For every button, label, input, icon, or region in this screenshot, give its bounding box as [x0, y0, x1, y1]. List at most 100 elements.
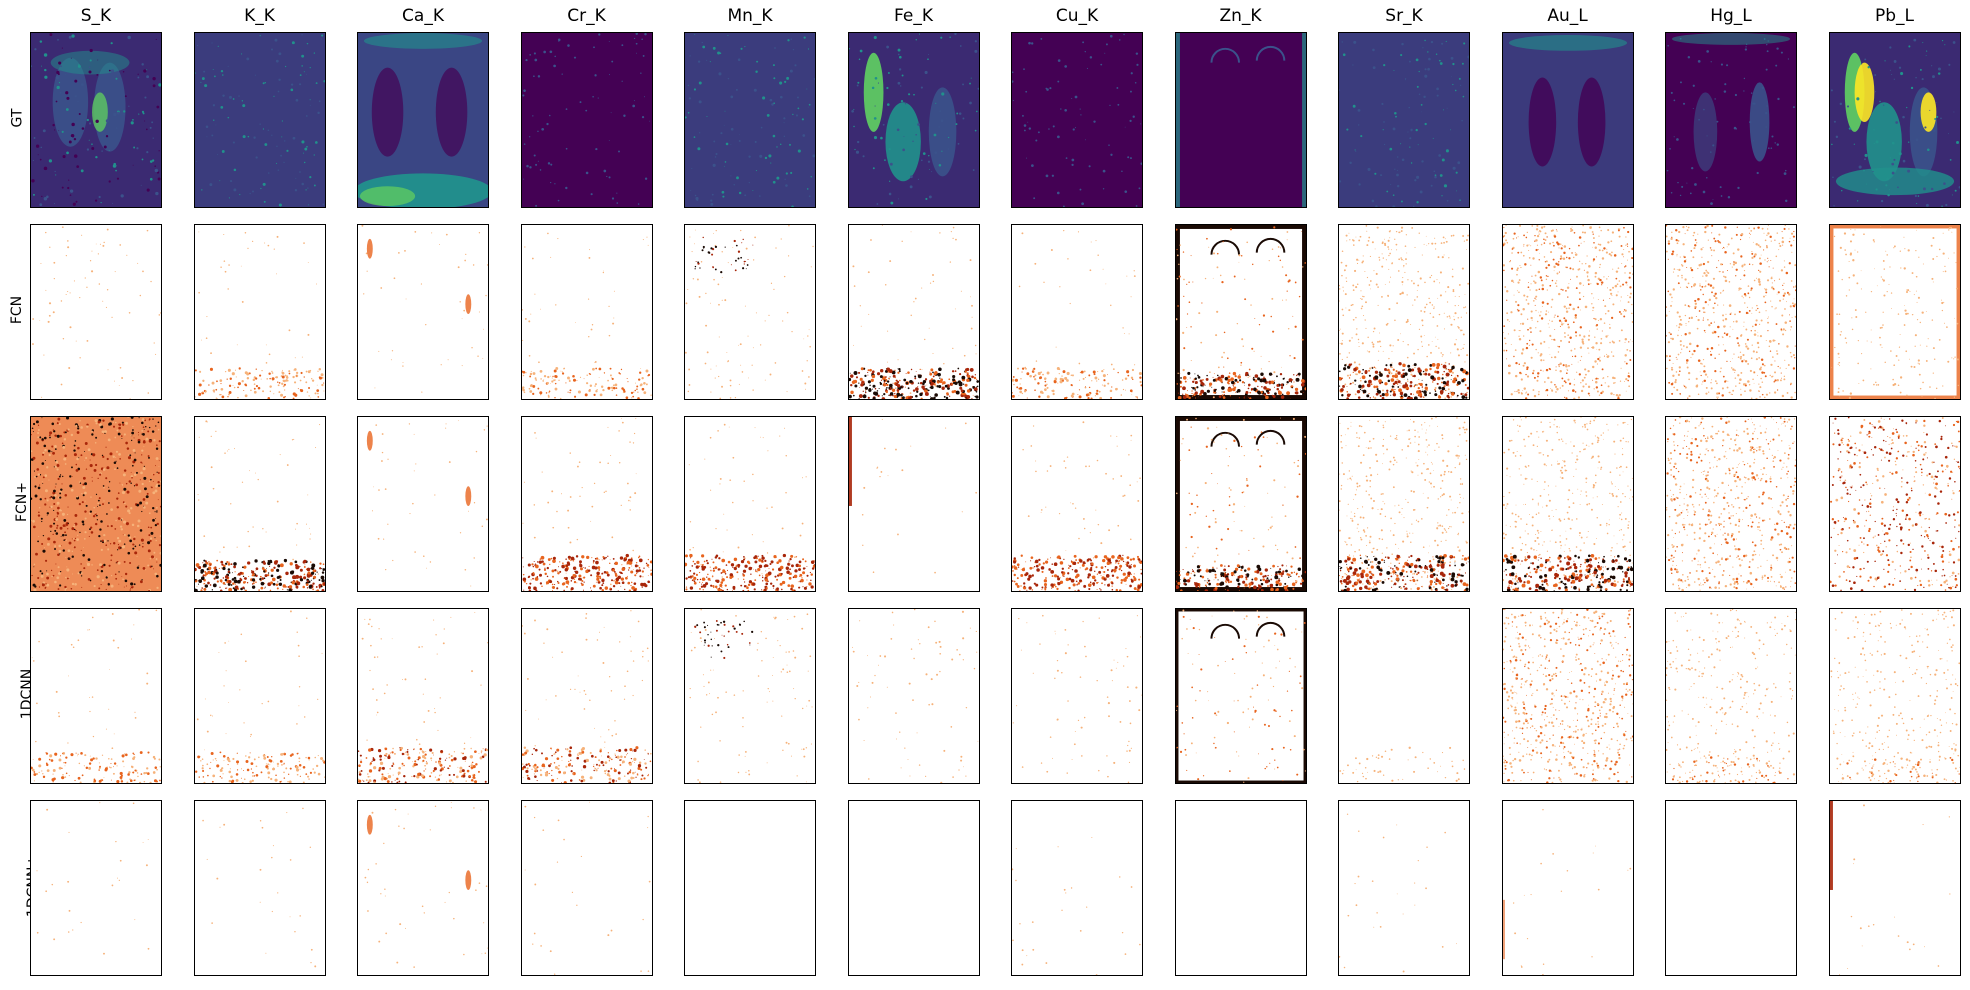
map-panel	[520, 608, 653, 784]
map-image	[1175, 417, 1306, 591]
map-image	[1175, 225, 1306, 399]
map-panel	[357, 608, 489, 784]
map-image	[1502, 417, 1633, 591]
map-image	[685, 225, 814, 399]
map-image	[32, 226, 161, 399]
column-title: Sr_K	[1385, 6, 1423, 26]
map-panel	[1501, 416, 1634, 592]
map-image	[358, 33, 488, 207]
map-panel	[30, 224, 162, 400]
map-panel	[30, 416, 162, 592]
map-image	[194, 231, 324, 399]
map-panel	[520, 32, 653, 208]
map-panel	[1665, 32, 1797, 208]
map-panel	[684, 416, 816, 592]
map-image	[848, 33, 979, 207]
map-image	[1666, 801, 1796, 975]
map-image	[1012, 836, 1141, 975]
row-label: 1DCNN	[2, 669, 35, 719]
map-image	[685, 801, 815, 975]
map-panel	[847, 608, 980, 784]
map-panel	[1665, 800, 1797, 976]
column-title: Cr_K	[567, 6, 606, 26]
map-panel	[30, 800, 162, 976]
map-panel	[520, 416, 653, 592]
map-image	[36, 802, 150, 955]
map-image	[521, 232, 652, 399]
map-panel	[357, 32, 489, 208]
map-image	[1502, 33, 1633, 207]
map-image	[1339, 225, 1469, 399]
map-image	[1502, 609, 1633, 783]
map-panel	[1174, 800, 1307, 976]
map-image	[1666, 33, 1796, 207]
column-title: Hg_L	[1710, 6, 1752, 26]
map-panel	[1011, 800, 1143, 976]
map-panel	[1828, 800, 1961, 976]
map-panel	[684, 32, 816, 208]
map-image	[366, 420, 488, 587]
map-panel	[30, 608, 162, 784]
map-panel	[1338, 224, 1470, 400]
map-image	[1175, 33, 1306, 207]
row-label: FCN+	[2, 482, 32, 522]
map-panel	[30, 32, 162, 208]
map-image	[1829, 33, 1960, 207]
map-image	[201, 807, 316, 968]
map-image	[523, 801, 651, 975]
map-panel	[193, 800, 326, 976]
map-image	[521, 610, 652, 783]
map-panel	[193, 416, 326, 592]
map-panel	[1828, 416, 1961, 592]
row-label-text: FCN+	[14, 481, 31, 523]
map-image	[1666, 225, 1796, 399]
row-label: 1DCNN+	[2, 855, 41, 917]
map-panel	[684, 224, 816, 400]
map-panel	[1501, 224, 1634, 400]
map-panel	[357, 800, 489, 976]
map-panel	[1011, 224, 1143, 400]
map-panel	[357, 416, 489, 592]
map-image	[31, 609, 161, 783]
map-panel	[193, 608, 326, 784]
map-panel	[1665, 224, 1797, 400]
map-panel	[847, 224, 980, 400]
map-image	[361, 225, 488, 393]
map-image	[1829, 225, 1960, 399]
map-image	[1012, 33, 1142, 207]
column-title: Ca_K	[402, 6, 444, 26]
column-title: Au_L	[1547, 6, 1588, 26]
map-panel	[1174, 608, 1307, 784]
map-panel	[193, 32, 326, 208]
map-image	[1012, 421, 1142, 591]
map-image	[1012, 229, 1142, 399]
map-image	[31, 33, 161, 207]
column-title: Zn_K	[1219, 6, 1262, 26]
map-panel	[1338, 608, 1470, 784]
row-label-text: GT	[9, 108, 25, 128]
column-title: Mn_K	[727, 6, 773, 26]
map-image	[685, 423, 815, 591]
map-panel	[684, 800, 816, 976]
map-panel	[1338, 32, 1470, 208]
map-image	[194, 33, 325, 207]
map-panel	[847, 32, 980, 208]
map-image	[194, 610, 325, 783]
map-panel	[1665, 416, 1797, 592]
map-panel	[1828, 32, 1961, 208]
column-title: S_K	[80, 6, 112, 26]
map-panel	[1501, 608, 1634, 784]
map-panel	[1011, 608, 1143, 784]
map-image	[851, 609, 978, 783]
map-image	[1829, 801, 1950, 975]
map-panel	[520, 224, 653, 400]
map-panel	[1828, 224, 1961, 400]
map-panel	[1828, 608, 1961, 784]
map-panel	[1501, 800, 1634, 976]
map-image	[521, 33, 652, 207]
map-panel	[1174, 224, 1307, 400]
map-image	[1502, 225, 1633, 399]
map-image	[364, 802, 488, 968]
map-image	[848, 225, 979, 399]
